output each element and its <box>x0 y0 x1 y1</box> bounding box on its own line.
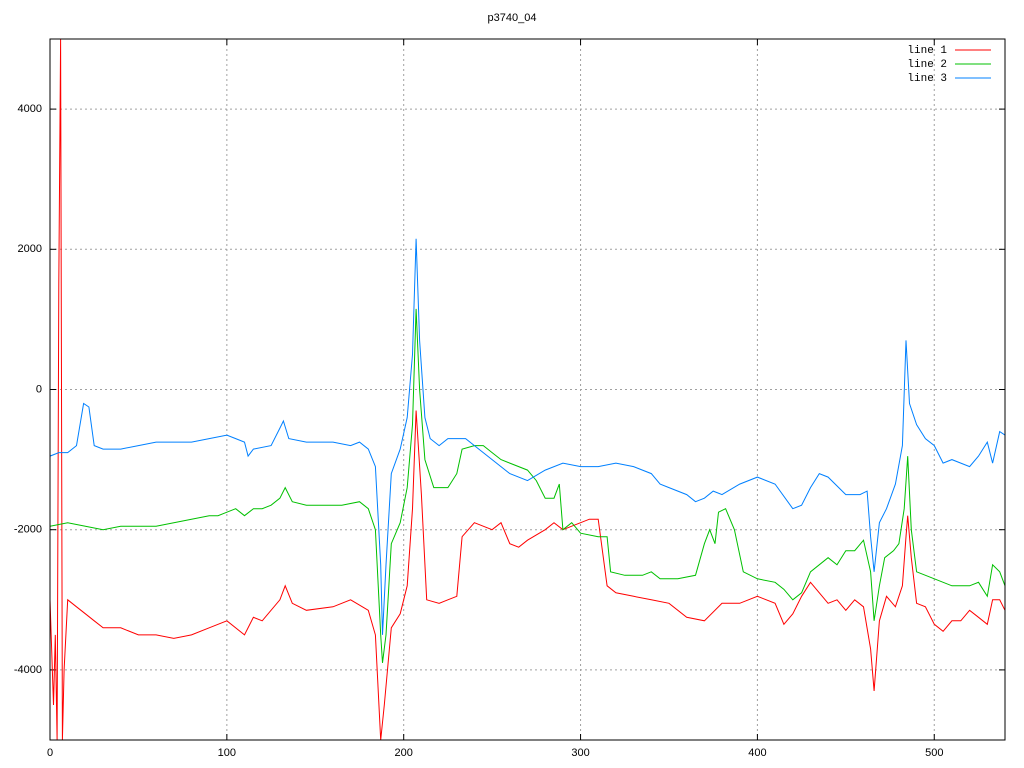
chart-title: p3740_04 <box>488 12 537 24</box>
y-tick-label: -2000 <box>14 524 42 536</box>
x-tick-label: 100 <box>218 747 236 759</box>
x-tick-label: 200 <box>395 747 413 759</box>
y-tick-label: 0 <box>36 383 42 395</box>
x-tick-label: 400 <box>748 747 766 759</box>
legend-label: line 2 <box>907 59 947 71</box>
legend-label: line 3 <box>907 73 947 85</box>
y-tick-label: 4000 <box>18 103 42 115</box>
y-tick-label: -4000 <box>14 664 42 676</box>
x-tick-label: 300 <box>571 747 589 759</box>
x-tick-label: 500 <box>925 747 943 759</box>
data-line <box>50 39 1005 740</box>
y-tick-label: 2000 <box>18 243 42 255</box>
legend-label: line 1 <box>907 45 947 57</box>
data-line <box>50 238 1005 635</box>
x-tick-label: 0 <box>47 747 53 759</box>
data-line <box>50 308 1005 663</box>
plot-border <box>49 38 1006 741</box>
